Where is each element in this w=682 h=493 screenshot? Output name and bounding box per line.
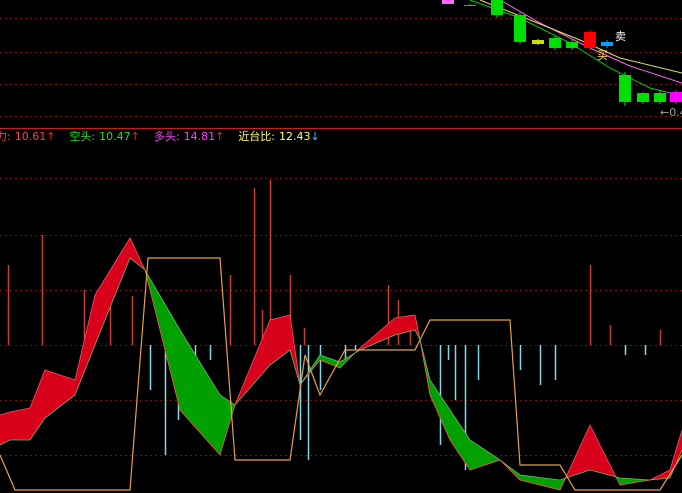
candle-body	[532, 40, 544, 44]
candle-body	[670, 92, 682, 102]
legend-arrow: ↑	[131, 130, 140, 143]
band-fill	[430, 380, 450, 440]
candle-body	[584, 32, 596, 48]
legend-value: 10.61	[15, 130, 47, 143]
candle-body	[549, 38, 561, 48]
moving-average	[469, 0, 682, 97]
legend-name: 近台比:	[238, 129, 275, 143]
band-fill	[395, 315, 415, 335]
fast-line	[0, 237, 682, 491]
legend-value: 10.47	[99, 130, 131, 143]
candle-body	[514, 15, 526, 42]
candle-body	[442, 0, 454, 4]
band-fill	[30, 370, 45, 440]
legend-name: 多头:	[154, 129, 180, 143]
band-fill	[450, 410, 470, 470]
candle-body	[464, 5, 476, 6]
candle-body	[566, 42, 578, 48]
band-fill	[0, 412, 10, 445]
legend-name: 力:	[0, 130, 11, 143]
legend-value: 14.81	[184, 130, 216, 143]
candle-body	[637, 93, 649, 102]
legend-arrow: ↓	[311, 130, 320, 143]
annotation: ←0.4	[660, 106, 682, 119]
band-fill	[10, 408, 30, 440]
band-fill	[180, 330, 220, 455]
candle-body	[654, 93, 666, 102]
candle-body	[491, 0, 503, 15]
band-fill	[270, 315, 290, 365]
legend-name: 空头:	[69, 129, 95, 143]
band-fill	[670, 430, 682, 478]
annotation: 卖	[615, 30, 626, 43]
moving-average	[479, 0, 682, 74]
band-fill	[95, 238, 130, 345]
legend-arrow: ↑	[46, 130, 55, 143]
band-fill	[75, 295, 95, 395]
candle-body	[619, 75, 631, 102]
band-fill	[320, 355, 340, 368]
slow-line	[0, 257, 682, 481]
annotation: 买	[597, 49, 608, 62]
band-fill	[45, 370, 75, 418]
candle-body	[601, 42, 613, 46]
legend: 力: 10.61↑ 空头: 10.47↑ 多头: 14.81↑ 近台比: 12.43↓	[0, 129, 320, 143]
step-line	[0, 257, 682, 491]
legend-value: 12.43	[279, 130, 311, 143]
legend-arrow: ↑	[215, 130, 224, 143]
